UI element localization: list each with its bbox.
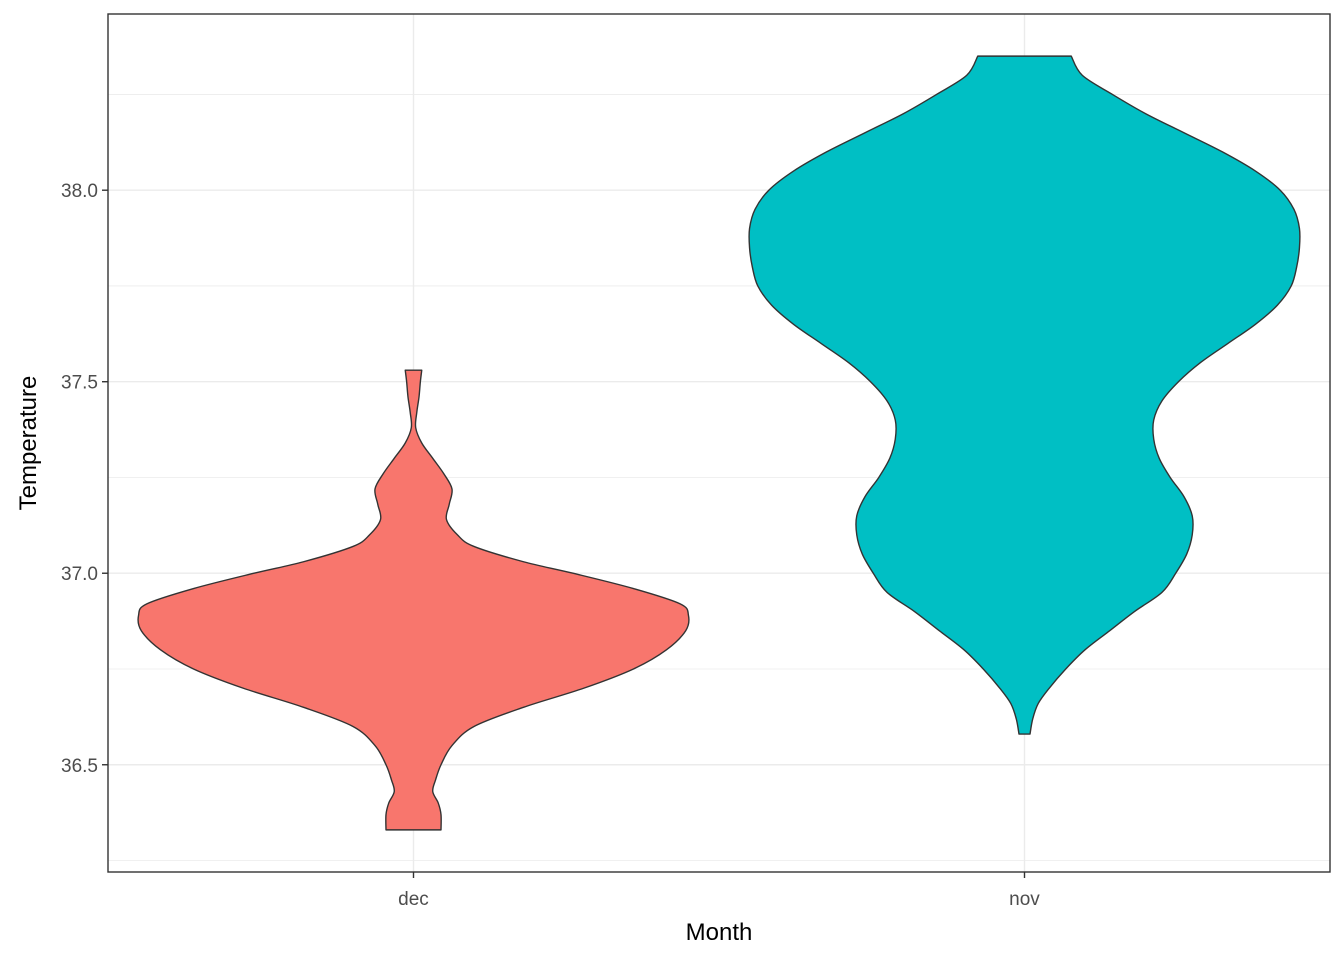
x-axis-ticks: dec nov bbox=[398, 872, 1040, 910]
x-tick-label: nov bbox=[1009, 889, 1040, 910]
x-tick-label: dec bbox=[398, 889, 429, 910]
y-axis-ticks: 36.5 37.0 37.5 38.0 bbox=[61, 181, 108, 777]
y-axis-title: Temperature bbox=[15, 376, 42, 511]
violin-nov bbox=[748, 55, 1301, 735]
x-axis-title: Month bbox=[686, 919, 753, 946]
violins bbox=[137, 55, 1301, 831]
y-tick-label: 37.0 bbox=[61, 564, 98, 585]
y-tick-label: 36.5 bbox=[61, 756, 98, 777]
y-tick-label: 37.5 bbox=[61, 373, 98, 394]
y-tick-label: 38.0 bbox=[61, 181, 98, 202]
panel-border bbox=[107, 13, 1331, 873]
violin-dec bbox=[137, 369, 690, 831]
